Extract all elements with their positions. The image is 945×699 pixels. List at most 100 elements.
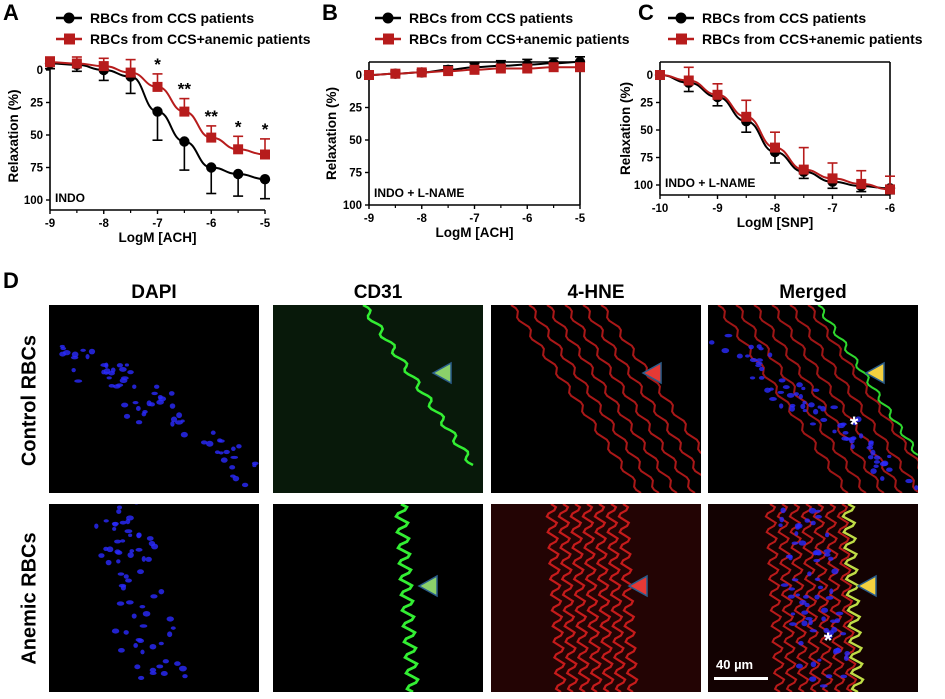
- nucleus: [118, 572, 125, 575]
- endothelium-line: [396, 504, 418, 692]
- nucleus: [709, 340, 714, 344]
- nucleus: [794, 531, 798, 536]
- nucleus: [159, 589, 165, 594]
- nucleus: [887, 455, 891, 458]
- x-axis-label: LogM [ACH]: [119, 230, 197, 245]
- nucleus: [874, 455, 881, 459]
- series-anemic: [364, 62, 585, 80]
- nucleus: [824, 549, 832, 553]
- row-title-control: Control RBCs: [19, 301, 42, 501]
- nucleus: [801, 620, 807, 626]
- nucleus: [832, 430, 836, 434]
- nucleus: [137, 639, 144, 643]
- nucleus: [809, 676, 816, 682]
- nucleus: [80, 349, 86, 352]
- nucleus: [217, 438, 222, 442]
- nucleus: [815, 578, 821, 581]
- nucleus: [169, 391, 175, 396]
- nucleus: [788, 587, 795, 590]
- nucleus: [136, 533, 141, 538]
- nucleus: [106, 560, 112, 565]
- nucleus: [167, 631, 172, 637]
- nucleus: [86, 354, 90, 359]
- micrograph-control-dapi: [49, 305, 259, 493]
- nucleus: [159, 642, 164, 646]
- nucleus: [120, 378, 128, 383]
- significance-label: **: [178, 80, 192, 99]
- cd31-background: [273, 305, 483, 493]
- data-point-anemic: [496, 64, 506, 74]
- nucleus: [147, 536, 154, 541]
- x-tick-label: -8: [770, 203, 781, 215]
- nucleus: [116, 509, 121, 514]
- nucleus: [813, 559, 820, 562]
- nucleus: [126, 600, 134, 604]
- nucleus: [810, 629, 818, 632]
- data-point-anemic: [72, 59, 82, 69]
- data-point-anemic: [126, 68, 136, 78]
- nucleus: [800, 404, 805, 409]
- nucleus: [132, 613, 137, 618]
- y-tick-label: 25: [349, 103, 362, 115]
- nucleus: [808, 402, 815, 407]
- nucleus: [118, 648, 125, 653]
- row-title-anemic: Anemic RBCs: [19, 499, 42, 699]
- nucleus: [179, 666, 187, 672]
- elastic-lamina: [601, 305, 701, 493]
- nucleus: [137, 569, 144, 574]
- nucleus: [143, 611, 151, 617]
- nucleus: [71, 368, 75, 372]
- nucleus: [101, 370, 105, 375]
- nucleus: [219, 451, 224, 454]
- data-point-anemic: [99, 61, 109, 71]
- nucleus: [788, 595, 795, 599]
- nucleus: [803, 595, 809, 599]
- nucleus: [798, 540, 806, 545]
- elastic-lamina: [565, 305, 695, 493]
- nucleus: [796, 593, 800, 596]
- nucleus: [104, 519, 109, 522]
- nucleus: [831, 568, 838, 574]
- nucleus: [764, 388, 771, 393]
- nucleus: [124, 414, 130, 419]
- elastic-lamina: [529, 305, 659, 493]
- nucleus: [60, 345, 65, 348]
- nucleus: [840, 422, 846, 425]
- nucleus: [100, 363, 108, 367]
- nucleus: [836, 612, 844, 616]
- nucleus: [230, 474, 236, 477]
- nucleus: [161, 671, 168, 676]
- nucleus: [132, 384, 136, 388]
- data-point-anemic: [364, 70, 374, 80]
- nucleus: [821, 616, 826, 621]
- nucleus: [156, 664, 163, 668]
- y-tick-label: 0: [356, 70, 362, 82]
- nucleus: [828, 557, 833, 561]
- y-tick-label: 0: [37, 65, 43, 77]
- x-tick-label: -7: [152, 218, 162, 230]
- nucleus: [748, 345, 753, 350]
- data-point-anemic: [655, 70, 665, 80]
- nucleus: [127, 552, 133, 558]
- nucleus: [114, 549, 120, 554]
- nucleus: [818, 586, 823, 590]
- nucleus: [120, 521, 127, 525]
- nucleus: [170, 403, 176, 408]
- x-tick-label: -5: [575, 213, 586, 225]
- nucleus: [829, 588, 833, 594]
- legend-label-anemic: RBCs from CCS+anemic patients: [702, 31, 923, 47]
- data-point-anemic: [470, 65, 480, 75]
- data-point-anemic: [417, 67, 427, 77]
- nucleus: [107, 546, 114, 552]
- nucleus: [231, 447, 236, 451]
- data-point-anemic: [549, 62, 559, 72]
- column-title-dapi: DAPI: [49, 282, 259, 304]
- nucleus: [125, 529, 133, 533]
- nucleus: [74, 379, 82, 382]
- column-title-cd31: CD31: [273, 282, 483, 304]
- data-point-anemic: [684, 76, 694, 86]
- y-tick-label: 50: [640, 125, 653, 137]
- nucleus: [133, 401, 139, 404]
